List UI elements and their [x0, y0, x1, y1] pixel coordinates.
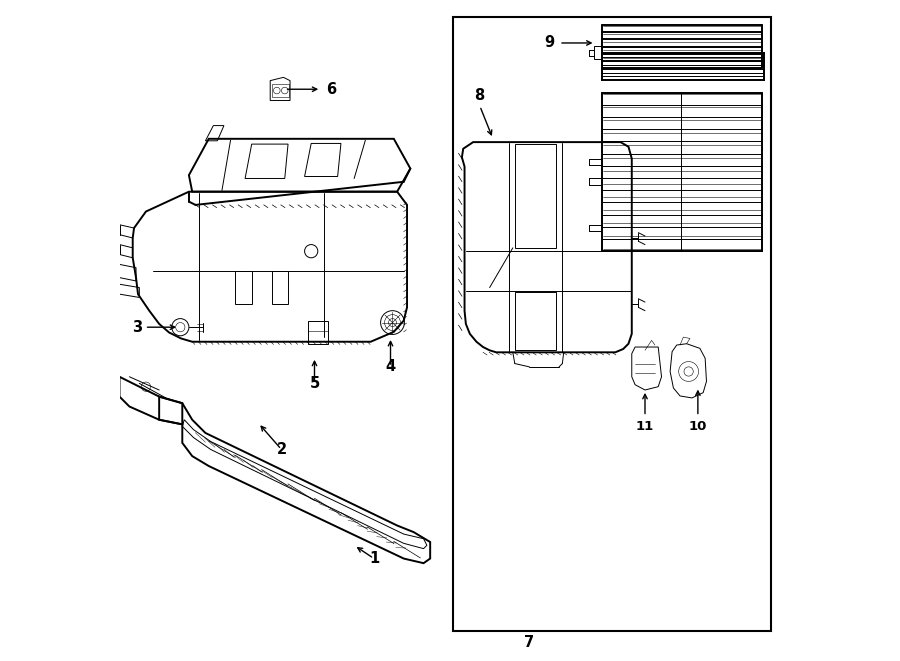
Text: 11: 11 [636, 420, 654, 433]
Text: 4: 4 [385, 360, 396, 374]
Text: 3: 3 [131, 320, 141, 334]
Text: 9: 9 [544, 36, 554, 50]
Text: 1: 1 [369, 551, 379, 566]
Text: 10: 10 [688, 420, 707, 433]
Text: 7: 7 [525, 635, 535, 650]
Text: 8: 8 [474, 89, 485, 103]
Text: 2: 2 [276, 442, 286, 457]
Bar [454, 17, 770, 631]
Text: 6: 6 [326, 82, 336, 97]
Text: 5: 5 [310, 376, 320, 391]
